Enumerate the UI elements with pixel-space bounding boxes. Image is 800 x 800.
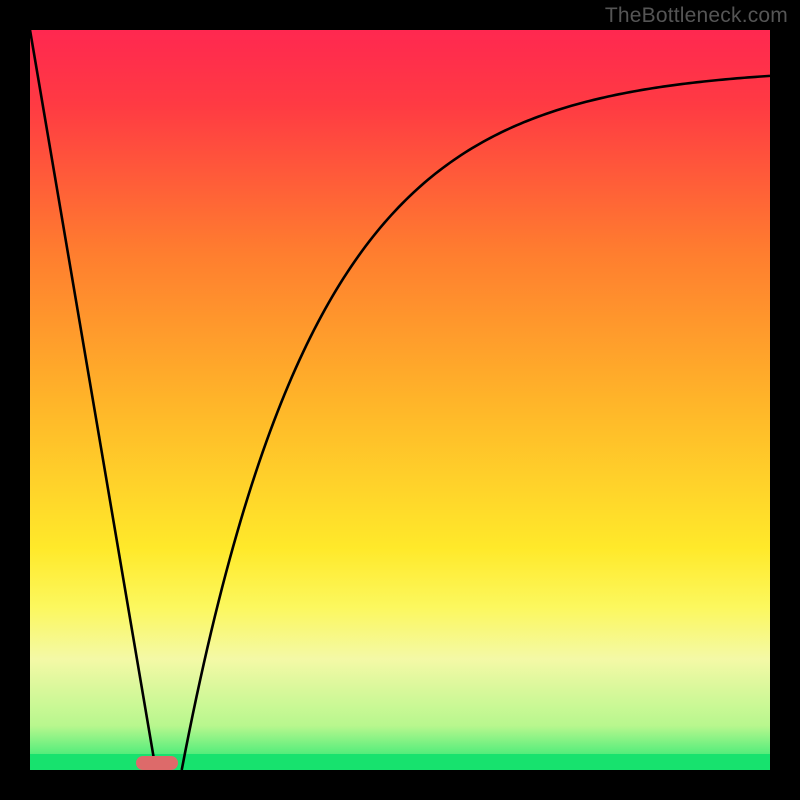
plot-area bbox=[30, 30, 770, 770]
watermark-text: TheBottleneck.com bbox=[605, 4, 788, 28]
bottleneck-marker bbox=[136, 756, 178, 770]
curve-layer bbox=[30, 30, 770, 770]
left-line bbox=[30, 30, 156, 770]
chart-frame: TheBottleneck.com bbox=[0, 0, 800, 800]
right-curve bbox=[182, 76, 770, 770]
